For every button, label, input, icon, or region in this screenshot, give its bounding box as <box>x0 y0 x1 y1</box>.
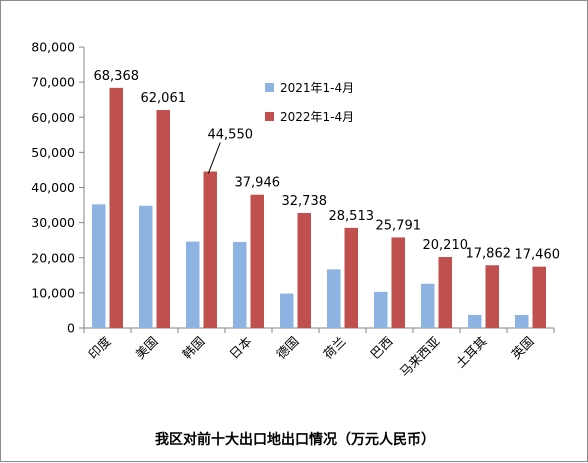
legend-swatch-2021 <box>265 83 274 92</box>
data-label-leader-line <box>207 142 221 174</box>
y-tick-label: 70,000 <box>31 75 75 90</box>
bar-2022-6 <box>391 237 405 328</box>
y-tick-label: 10,000 <box>31 285 75 300</box>
y-tick-label: 50,000 <box>31 145 75 160</box>
data-label-2022-1: 62,061 <box>141 91 187 106</box>
y-tick-label: 20,000 <box>31 250 75 265</box>
data-label-2022-9: 17,460 <box>515 248 561 263</box>
bar-2022-3 <box>250 194 264 328</box>
category-label-8: 土耳其 <box>452 334 489 371</box>
data-label-2022-0: 68,368 <box>94 69 140 84</box>
legend-label-2021: 2021年1-4月 <box>280 81 354 95</box>
bar-2021-8 <box>468 315 482 328</box>
bar-2021-0 <box>92 204 106 328</box>
bar-2021-5 <box>327 269 341 328</box>
y-tick-label: 40,000 <box>31 180 75 195</box>
y-tick-label: 30,000 <box>31 215 75 230</box>
category-label-2: 韩国 <box>179 334 207 362</box>
chart-title: 我区对前十大出口地出口情况（万元人民币） <box>155 431 435 448</box>
category-label-7: 马来西亚 <box>397 334 443 380</box>
category-label-3: 日本 <box>226 333 255 362</box>
bar-2022-0 <box>109 87 123 329</box>
legend-label-2022: 2022年1-4月 <box>280 110 354 124</box>
bar-2021-9 <box>515 315 529 328</box>
bar-2021-4 <box>280 293 294 328</box>
bar-2022-5 <box>344 227 358 328</box>
y-tick-label: 60,000 <box>31 110 75 125</box>
data-label-2022-4: 32,738 <box>282 194 328 209</box>
bar-2021-7 <box>421 283 435 328</box>
legend-swatch-2022 <box>265 112 274 121</box>
bar-2022-4 <box>297 213 311 328</box>
y-tick-label: 80,000 <box>31 40 75 55</box>
bar-2021-6 <box>374 291 388 328</box>
data-label-2022-8: 17,862 <box>466 246 512 261</box>
category-label-9: 英国 <box>508 334 536 362</box>
category-label-5: 荷兰 <box>320 334 348 362</box>
category-label-4: 德国 <box>273 334 301 362</box>
y-tick-label: 0 <box>67 321 75 336</box>
bar-2022-2 <box>203 171 217 328</box>
data-label-2022-3: 37,946 <box>235 176 281 191</box>
legend: 2021年1-4月 2022年1-4月 <box>265 81 354 124</box>
bar-2022-1 <box>156 110 170 328</box>
bar-2021-1 <box>139 205 153 328</box>
bar-2021-2 <box>186 241 200 328</box>
bar-2022-9 <box>532 266 546 328</box>
bar-2022-8 <box>485 265 499 328</box>
category-label-6: 巴西 <box>367 334 395 362</box>
data-label-2022-5: 28,513 <box>329 209 375 224</box>
bar-2021-3 <box>233 241 247 328</box>
category-label-1: 美国 <box>132 334 160 362</box>
data-label-2022-6: 25,791 <box>376 218 422 233</box>
category-label-0: 印度 <box>85 333 114 362</box>
data-label-2022-2: 44,550 <box>208 128 254 143</box>
bar-2022-7 <box>438 257 452 328</box>
data-label-2022-7: 20,210 <box>423 238 469 253</box>
